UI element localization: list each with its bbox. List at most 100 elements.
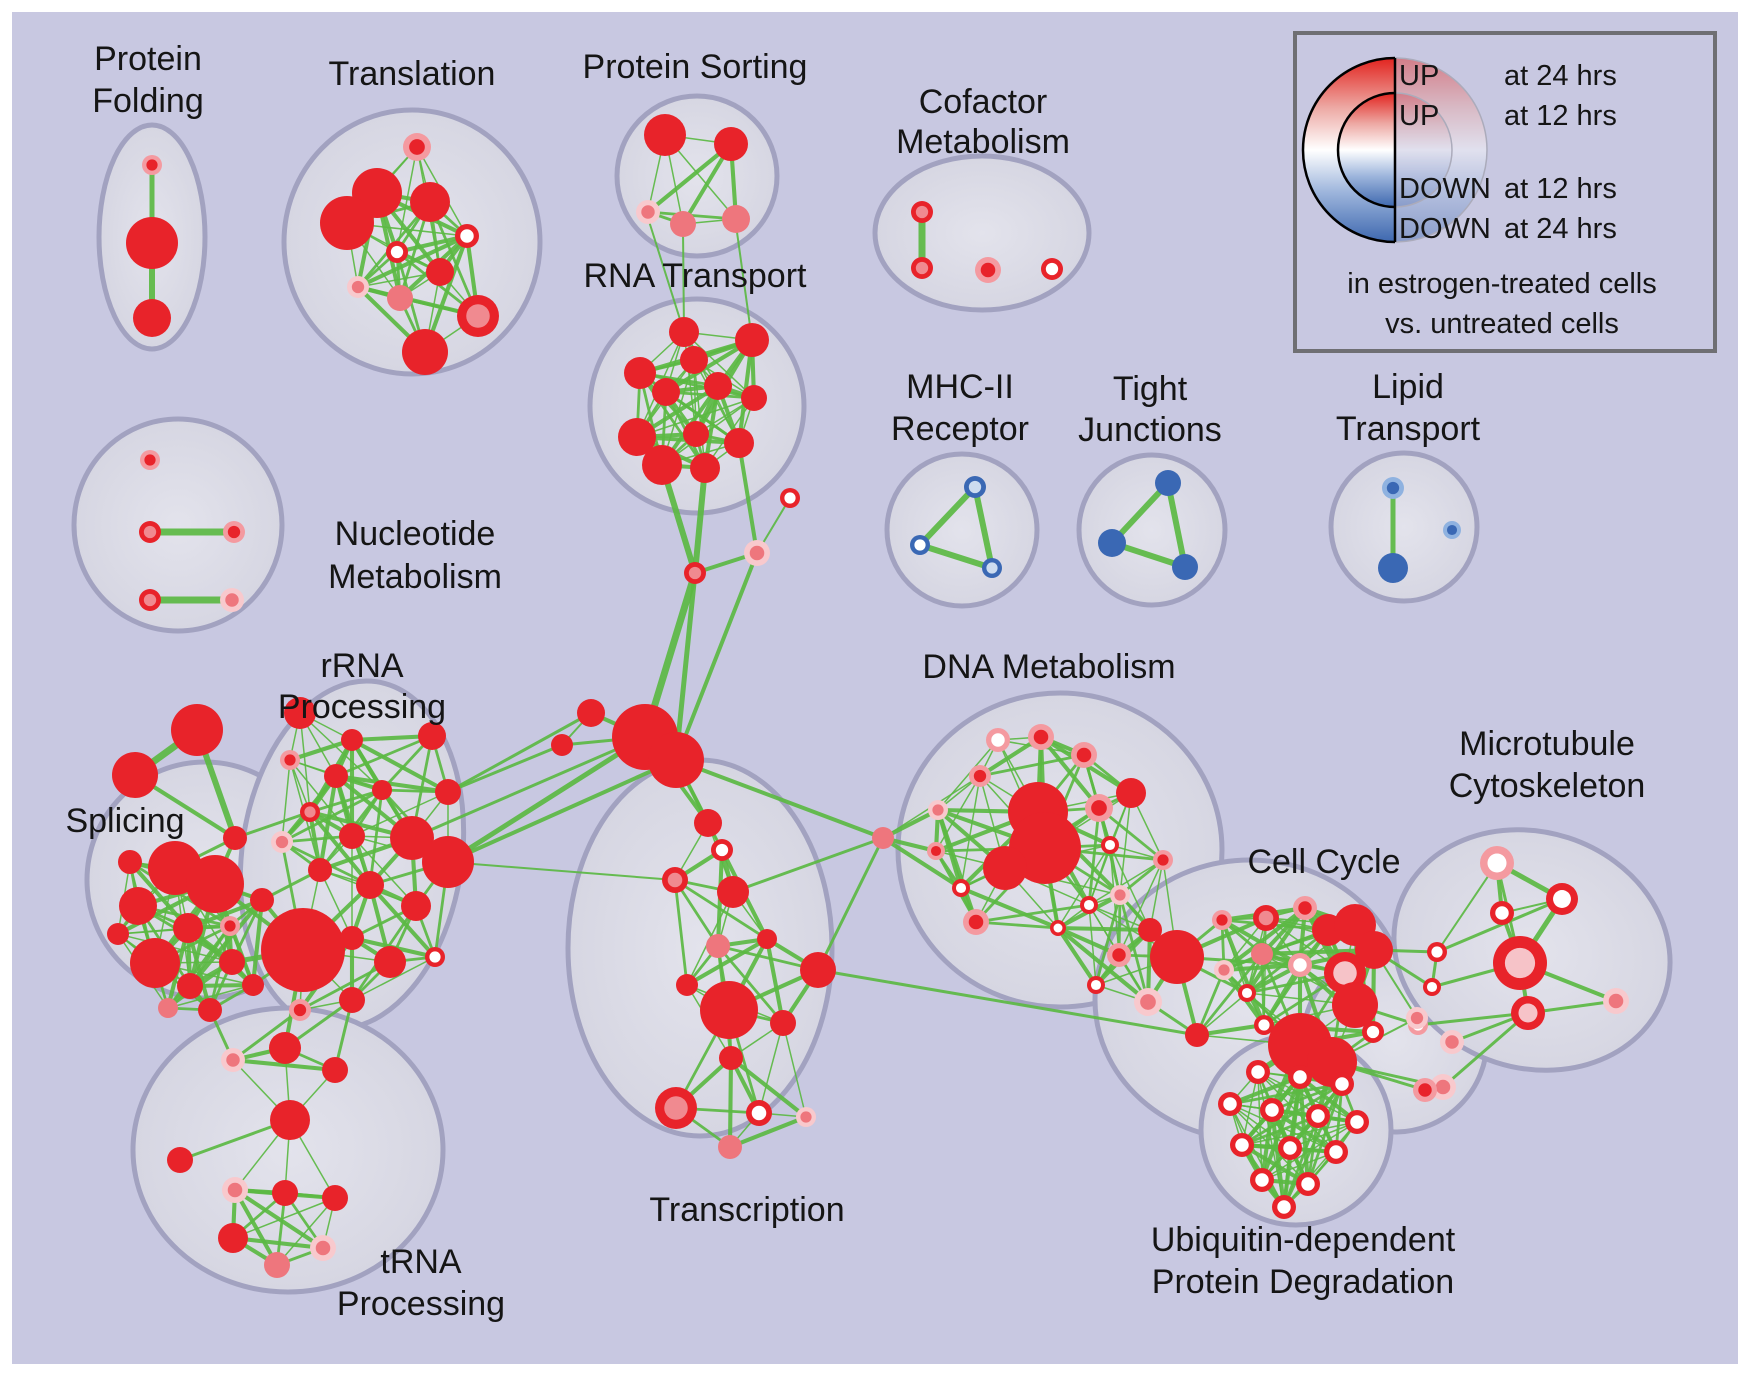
gene-node-core [980,262,996,278]
gene-node-ring [167,1147,193,1173]
edge [1261,1151,1337,1181]
edge [673,570,698,763]
gene-node-ring [320,196,374,250]
edge [232,1187,326,1251]
edge [974,903,1091,924]
edge [735,224,753,341]
gene-node-core [1053,923,1063,933]
edge [319,869,353,939]
gene-node-ring [250,888,274,912]
edge [1269,1107,1287,1210]
gene-node-ring [119,887,157,925]
edge [230,1235,326,1251]
edge [1240,1114,1320,1147]
gene-node-core [1076,747,1092,763]
cluster-label-transcription: Transcription [649,1191,844,1229]
edge [683,331,755,399]
gene-node-ring [1172,554,1198,580]
gene-node-core [315,1240,331,1256]
gene-node-ring [339,987,365,1013]
edge [1119,792,1132,896]
gene-node-ring [642,445,682,485]
gene-node-ring [426,258,454,286]
gene-node-core [930,845,942,857]
edge [446,758,678,864]
edge [1219,917,1303,968]
gene-node-ring [118,850,142,874]
legend-box [1293,31,1717,353]
legend-direction-label: DOWN [1399,213,1491,245]
gene-node-ring [272,1180,298,1206]
cluster-label-cell-cycle: Cell Cycle [1247,843,1400,881]
edge [972,484,995,571]
gene-node-core [284,754,296,766]
gene-node-ring [800,952,836,988]
gene-node-ring [356,871,384,899]
gene-node-ring [680,346,708,374]
legend-note-line: in estrogen-treated cells [1347,268,1657,300]
gene-node-core [664,1096,688,1120]
legend-note-line: vs. untreated cells [1385,308,1619,340]
cluster-bubble-cofactor-metabolism [872,153,1092,313]
edge [1094,893,1122,987]
gene-node-core [1251,1065,1265,1079]
gene-node-ring [340,926,364,950]
edge [727,1055,734,1150]
gene-node-core [1553,890,1571,908]
edge [298,960,392,1012]
edge [1416,1011,1530,1027]
gene-node-core [1487,853,1507,873]
cluster-label-rrna-processing: rRNA Processing [278,647,446,726]
edge [684,936,770,988]
gene-node-core [1104,839,1116,851]
gene-node-ring [714,127,748,161]
gene-node-ring [422,836,474,888]
cluster-label-dna-metabolism: DNA Metabolism [922,648,1175,686]
gene-node-core [227,525,241,539]
gene-node-ring [1251,943,1273,965]
legend-time-label: at 12 hrs [1504,173,1617,205]
gene-node-ring [372,780,392,800]
gene-node-core [1495,906,1509,920]
gene-node-core [304,806,316,818]
gene-node-core [409,139,425,155]
gene-node-ring [1355,931,1393,969]
gene-node-core [1504,947,1536,979]
gene-node-core [146,159,158,171]
edge [233,810,312,840]
edge [281,759,291,843]
edge [1283,1121,1358,1208]
gene-node-ring [719,1046,743,1070]
gene-node-ring [618,418,656,456]
edge [764,936,786,1026]
edge [367,882,438,960]
gene-node-ring [390,816,434,860]
legend-direction-label: UP [1399,60,1439,92]
cluster-bubble-tight-junctions [1076,452,1228,608]
edge [1219,917,1267,1028]
edge [299,712,311,813]
edge [1260,952,1266,1027]
gene-node-core [1283,1141,1297,1155]
gene-node-core [968,914,984,930]
gene-node-core [1293,1070,1307,1084]
gene-node-ring [624,357,656,389]
cluster-label-protein-folding: Protein Folding [92,40,204,120]
gene-node-ring [694,809,722,837]
gene-node-core [1033,729,1049,745]
cluster-label-cofactor-metabolism: Cofactor Metabolism [896,83,1070,161]
edge [673,878,689,987]
legend: UP at 24 hrs UP at 12 hrs DOWN at 12 hrs DOWN a… [1293,31,1717,353]
gene-node-ring [186,855,244,913]
gene-node-core [1311,1109,1325,1123]
gene-node-core [1446,524,1458,536]
gene-node-core [1241,987,1253,999]
gene-node-core [275,835,289,849]
edge [1227,1074,1303,1107]
gene-node-ring [1378,553,1408,583]
gene-node-ring [700,981,758,1039]
gene-node-core [968,480,982,494]
gene-node-core [1518,1003,1538,1023]
edge [917,484,978,548]
